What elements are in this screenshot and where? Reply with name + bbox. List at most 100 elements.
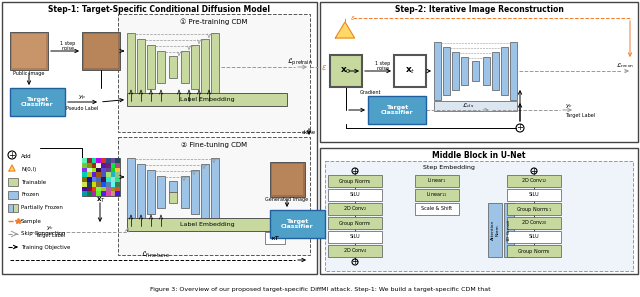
Bar [127,33,135,101]
Bar [96,168,101,172]
Bar [510,42,517,100]
Bar [8,204,13,212]
Bar [137,164,145,220]
Text: $y_c$: $y_c$ [46,224,54,232]
Bar [507,189,561,201]
Bar [488,203,502,257]
Text: SILU: SILU [529,192,540,198]
Bar [87,172,92,177]
Bar [87,182,92,187]
Bar [191,170,199,214]
Text: +: + [8,151,15,159]
Bar [169,56,177,78]
Bar [92,172,96,177]
Bar [82,168,87,172]
Bar [328,189,382,201]
Text: Pseudo Label: Pseudo Label [66,105,98,110]
Bar [82,32,120,70]
Bar [115,158,120,163]
Text: Training Objective: Training Objective [21,244,70,249]
Bar [92,182,96,187]
Bar [13,204,18,212]
Bar [111,182,115,187]
Bar [82,158,87,163]
Bar [320,148,638,274]
Bar [328,231,382,243]
Text: Step-2: Iterative Image Reconstruction: Step-2: Iterative Image Reconstruction [395,6,563,15]
Bar [111,163,115,168]
Bar [115,191,120,196]
Bar [127,93,287,106]
Bar [96,163,101,168]
Bar [106,187,111,191]
Bar [394,55,426,87]
Bar [82,187,87,191]
Bar [415,203,459,215]
Text: Add: Add [21,154,31,159]
Text: $\epsilon$: $\epsilon$ [321,62,327,72]
Bar [201,164,209,220]
Text: noise: noise [376,66,390,70]
Text: 2D Conv$_{12}$: 2D Conv$_{12}$ [520,176,547,185]
Text: +: + [516,124,524,132]
Text: clone: clone [302,130,316,135]
Text: Group Norm$_{11}$: Group Norm$_{11}$ [516,205,552,214]
Bar [106,177,111,182]
Bar [96,187,101,191]
Bar [106,172,111,177]
Bar [270,162,305,197]
Bar [330,55,362,87]
Bar [115,168,120,172]
Text: Sample: Sample [21,219,42,224]
Text: $\epsilon$: $\epsilon$ [350,14,356,22]
Bar [82,177,87,182]
Text: SILU: SILU [529,235,540,239]
Text: Trainable: Trainable [21,179,46,184]
Bar [12,34,46,68]
Bar [106,158,111,163]
Bar [101,187,106,191]
Bar [147,45,155,89]
Text: ② Fine-tuning CDM: ② Fine-tuning CDM [181,142,247,148]
Text: $\mathbf{x}_t$: $\mathbf{x}_t$ [404,66,415,76]
Bar [101,158,106,163]
Text: +: + [351,167,358,176]
Text: $\mathbf{x}_T$: $\mathbf{x}_T$ [96,195,106,205]
Bar [115,163,120,168]
Bar [270,210,325,238]
Bar [328,175,382,187]
Bar [507,231,561,243]
Bar [452,52,459,90]
Bar [265,232,285,244]
Bar [434,101,517,111]
Bar [147,170,155,214]
Bar [118,14,310,132]
Bar [87,168,92,172]
Bar [504,203,514,257]
Text: Target
Classifier: Target Classifier [21,97,54,108]
Bar [2,2,317,274]
Bar [87,187,92,191]
Text: Step Embedding: Step Embedding [423,165,475,170]
Bar [191,45,199,89]
Bar [415,175,459,187]
Bar [92,187,96,191]
Bar [96,172,101,177]
Bar [157,176,165,208]
Bar [115,182,120,187]
Text: Attention
Norm: Attention Norm [491,220,499,240]
Bar [82,163,87,168]
Bar [84,34,118,68]
Bar [96,158,101,163]
Text: Partially Frozen: Partially Frozen [21,206,63,211]
Bar [492,52,499,90]
Text: 1 step: 1 step [60,40,76,45]
Bar [127,218,287,231]
Text: ① Pre-training CDM: ① Pre-training CDM [180,19,248,25]
Text: Group Norm$_1$: Group Norm$_1$ [338,176,372,186]
Text: Frozen: Frozen [21,192,39,198]
Bar [211,33,219,101]
Bar [101,168,106,172]
Bar [10,88,65,116]
Bar [211,158,219,226]
